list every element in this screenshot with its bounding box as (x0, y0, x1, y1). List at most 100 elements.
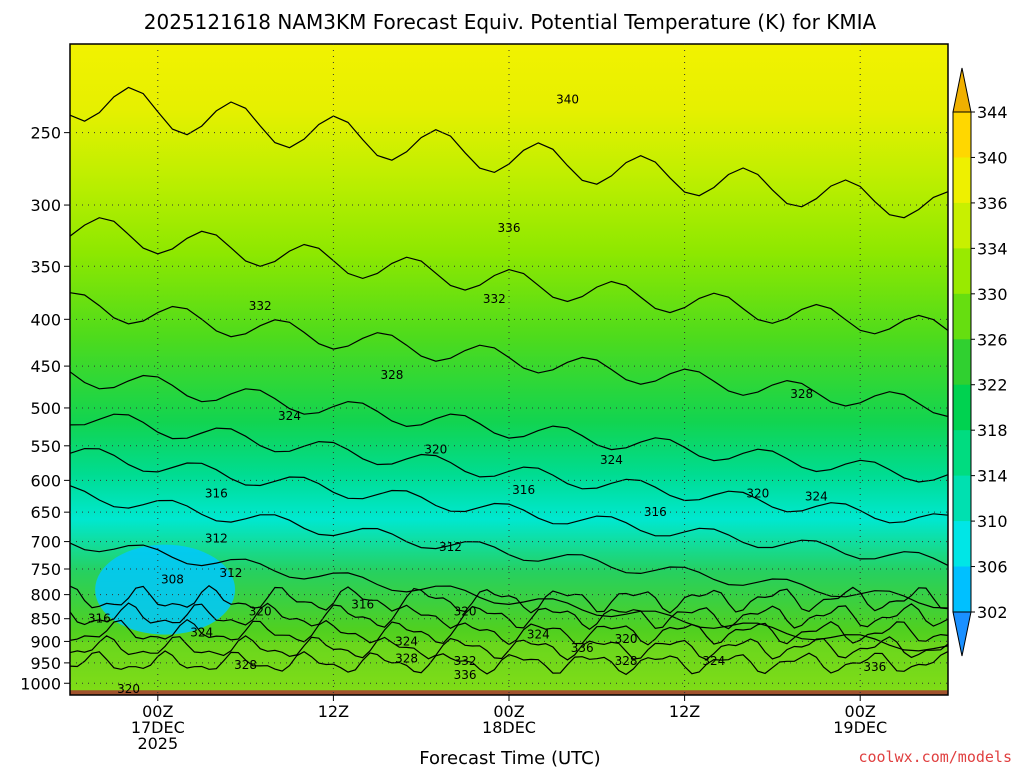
colorbar-label: 306 (977, 558, 1008, 577)
contour-label: 320 (424, 442, 447, 456)
colorbar-label: 318 (977, 421, 1008, 440)
x-axis-label: Forecast Time (UTC) (419, 748, 600, 768)
x-tick-label: 17DEC (131, 718, 185, 737)
colorbar-label: 336 (977, 194, 1008, 213)
colorbar-frame (952, 111, 972, 613)
contour-label: 336 (863, 660, 886, 674)
contour-line (69, 292, 949, 418)
contour-label: 320 (615, 632, 638, 646)
contour-label: 336 (454, 668, 477, 682)
colorbar-segment (953, 384, 971, 431)
y-tick-label: 950 (30, 654, 61, 673)
y-tick-label: 350 (30, 257, 61, 276)
colorbar-label: 334 (977, 239, 1008, 258)
contour-label: 332 (483, 292, 506, 306)
y-tick-label: 450 (30, 357, 61, 376)
contour-label: 308 (161, 572, 184, 586)
contour-label: 320 (746, 486, 769, 500)
colorbar-label: 322 (977, 376, 1008, 395)
contour-label: 328 (395, 652, 418, 666)
contour-label: 328 (234, 658, 257, 672)
contour-line (69, 371, 949, 483)
contour-label: 316 (644, 505, 667, 519)
colorbar-min-arrow (952, 611, 972, 657)
y-tick-label: 850 (30, 610, 61, 629)
contour-label: 324 (805, 490, 828, 504)
contour-line (69, 542, 949, 652)
x-tick-label: 12Z (318, 702, 349, 721)
contour-label: 316 (88, 612, 111, 626)
contour-label: 320 (117, 682, 140, 696)
contour-line (69, 650, 949, 676)
y-tick-label: 500 (30, 399, 61, 418)
contour-label: 324 (278, 409, 301, 423)
contour-label: 336 (571, 641, 594, 655)
colorbar-label: 302 (977, 603, 1008, 622)
x-tick-label: 18DEC (482, 718, 536, 737)
contour-label: 312 (439, 540, 462, 554)
y-tick-label: 800 (30, 586, 61, 605)
contour-label: 340 (556, 93, 579, 107)
colorbar-segment (953, 202, 971, 249)
colorbar-label: 314 (977, 467, 1008, 486)
colorbar-label: 326 (977, 330, 1008, 349)
colorbar-label: 330 (977, 285, 1008, 304)
y-tick-label: 600 (30, 471, 61, 490)
colorbar-segment (953, 566, 971, 613)
contour-label: 324 (190, 625, 213, 639)
contour-line (69, 447, 949, 566)
colorbar-segment (953, 339, 971, 386)
contour-label: 316 (351, 597, 374, 611)
x-tick-label: 19DEC (833, 718, 887, 737)
contour-line (69, 584, 949, 614)
x-tick-label: 00Z (845, 702, 876, 721)
colorbar: 344 340 336 334 330 326 322 318 314 310 306 302 (952, 67, 1008, 657)
y-tick-label: 400 (30, 310, 61, 329)
colorbar-segment (953, 112, 971, 158)
credit-text[interactable]: coolwx.com/models (858, 748, 1012, 766)
x-tick-label: 00Z (142, 702, 173, 721)
cold-pocket (95, 544, 236, 635)
x-tick-label: 12Z (669, 702, 700, 721)
axes: 250 300 350 400 450 500 550 600 650 700 750 800 850 9… (20, 43, 949, 753)
contour-label: 324 (527, 628, 550, 642)
y-tick-label: 1000 (20, 674, 61, 693)
contour-label: 328 (380, 368, 403, 382)
contour-label: 336 (498, 221, 521, 235)
contour-label: 324 (702, 654, 725, 668)
colorbar-label: 310 (977, 512, 1008, 531)
colorbar-segment (953, 475, 971, 522)
y-tick-label: 750 (30, 560, 61, 579)
colorbar-segment (953, 521, 971, 568)
y-tick-label: 300 (30, 196, 61, 215)
contour-label: 328 (790, 387, 813, 401)
contour-label: 312 (205, 532, 228, 546)
contour-label: 324 (600, 453, 623, 467)
contour-label: 312 (220, 566, 243, 580)
y-tick-label: 700 (30, 533, 61, 552)
y-tick-label: 650 (30, 503, 61, 522)
colorbar-segment (953, 248, 971, 295)
contour-label: 332 (249, 299, 272, 313)
y-tick-label: 550 (30, 437, 61, 456)
x-tick-label: 2025 (137, 734, 178, 753)
x-tick-label: 00Z (493, 702, 524, 721)
y-tick-label: 250 (30, 124, 61, 143)
colorbar-label: 344 (977, 103, 1008, 122)
contour-label: 320 (249, 605, 272, 619)
colorbar-max-arrow (952, 67, 972, 113)
contour-label: 316 (205, 486, 228, 500)
contour-label: 328 (615, 654, 638, 668)
contour-line (69, 413, 949, 524)
contour-label: 332 (454, 654, 477, 668)
contour-label: 316 (512, 483, 535, 497)
colorbar-segment (953, 430, 971, 477)
colorbar-label: 340 (977, 148, 1008, 167)
colorbar-segment (953, 157, 971, 204)
contour-line (69, 217, 949, 335)
y-tick-label: 900 (30, 632, 61, 651)
contour-label: 320 (454, 605, 477, 619)
chart-title: 2025121618 NAM3KM Forecast Equiv. Potent… (144, 10, 877, 34)
